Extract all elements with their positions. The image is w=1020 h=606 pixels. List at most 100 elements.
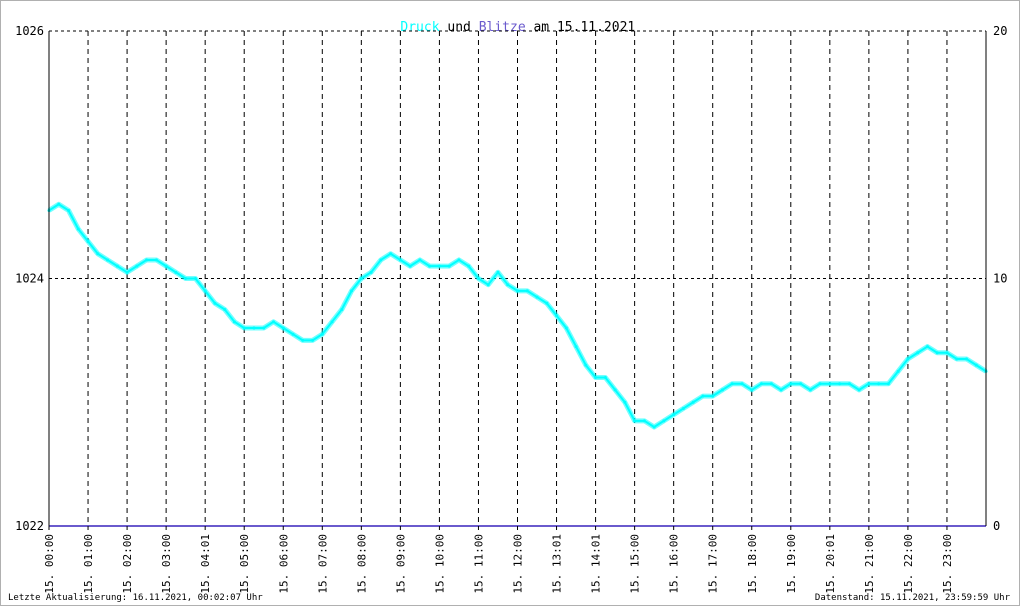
point-druck (886, 382, 890, 386)
x-tick-label: 15. 01:00 (82, 534, 95, 594)
point-druck (193, 277, 197, 280)
point-druck (769, 382, 773, 386)
point-druck (838, 382, 842, 386)
x-tick-label: 15. 11:00 (472, 534, 485, 594)
point-druck (906, 357, 910, 361)
point-druck (574, 345, 578, 349)
point-druck (164, 264, 168, 268)
point-druck (740, 382, 744, 386)
point-druck (428, 264, 432, 268)
point-druck (623, 400, 627, 404)
point-druck (896, 369, 900, 373)
x-tick-label: 15. 16:00 (668, 534, 681, 594)
y-left-tick-label: 1026 (15, 24, 44, 38)
point-druck (642, 419, 646, 423)
y-right-tick-label: 20 (993, 24, 1007, 38)
point-druck (789, 382, 793, 386)
point-druck (379, 258, 383, 262)
point-druck (447, 264, 451, 268)
point-druck (174, 270, 178, 274)
point-druck (672, 413, 676, 417)
x-tick-label: 15. 22:00 (902, 534, 915, 594)
point-druck (535, 295, 539, 299)
point-druck (594, 376, 598, 379)
x-tick-label: 15. 14:01 (590, 534, 603, 594)
point-druck (847, 382, 851, 386)
point-druck (252, 326, 256, 330)
x-tick-label: 15. 12:00 (512, 534, 525, 594)
point-druck (701, 394, 705, 398)
x-tick-label: 15. 04:01 (199, 534, 212, 594)
x-tick-label: 15. 10:00 (433, 534, 446, 594)
point-druck (359, 277, 363, 280)
point-druck (662, 419, 666, 423)
point-druck (86, 239, 90, 243)
point-druck (955, 357, 959, 361)
point-druck (57, 202, 61, 206)
point-druck (613, 388, 617, 392)
point-druck (925, 345, 929, 349)
point-druck (96, 252, 100, 256)
point-druck (750, 388, 754, 392)
point-druck (271, 320, 275, 324)
point-druck (76, 227, 80, 231)
point-druck (496, 270, 500, 274)
point-druck (584, 363, 588, 367)
x-tick-label: 15. 07:00 (316, 534, 329, 594)
point-druck (418, 258, 422, 262)
point-druck (691, 400, 695, 404)
y-right-tick-label: 10 (993, 272, 1007, 286)
x-tick-label: 15. 23:00 (941, 534, 954, 594)
x-tick-label: 15. 09:00 (394, 534, 407, 594)
y-left-tick-label: 1024 (15, 272, 44, 286)
point-druck (408, 264, 412, 268)
point-druck (242, 326, 246, 330)
point-druck (203, 289, 207, 293)
point-druck (916, 351, 920, 355)
point-druck (964, 357, 968, 361)
x-tick-label: 15. 17:00 (707, 534, 720, 594)
x-tick-label: 15. 02:00 (121, 534, 134, 594)
point-druck (760, 382, 764, 386)
x-tick-label: 15. 08:00 (355, 534, 368, 594)
point-druck (125, 270, 129, 274)
x-tick-label: 15. 21:00 (863, 534, 876, 594)
x-tick-label: 15. 00:00 (43, 534, 56, 594)
point-druck (681, 406, 685, 410)
point-druck (437, 264, 441, 268)
footer-last-update: Letzte Aktualisierung: 16.11.2021, 00:02… (8, 593, 263, 603)
point-druck (115, 264, 119, 268)
point-druck (457, 258, 461, 262)
point-druck (369, 270, 373, 274)
point-druck (545, 301, 549, 305)
x-tick-label: 15. 06:00 (277, 534, 290, 594)
x-tick-label: 15. 13:01 (551, 534, 564, 594)
point-druck (350, 289, 354, 293)
point-druck (232, 320, 236, 324)
point-druck (476, 277, 480, 280)
point-druck (262, 326, 266, 330)
point-druck (555, 314, 559, 318)
point-druck (867, 382, 871, 386)
point-druck (223, 307, 227, 311)
point-druck (320, 332, 324, 336)
point-druck (633, 419, 637, 423)
point-druck (603, 376, 607, 379)
point-druck (340, 307, 344, 311)
point-druck (184, 277, 188, 280)
point-druck (779, 388, 783, 392)
point-druck (652, 425, 656, 429)
point-druck (857, 388, 861, 392)
point-druck (799, 382, 803, 386)
point-druck (281, 326, 285, 330)
x-tick-label: 15. 19:00 (785, 534, 798, 594)
point-druck (291, 332, 295, 336)
point-druck (974, 363, 978, 367)
point-druck (135, 264, 139, 268)
point-druck (564, 326, 568, 330)
x-tick-label: 15. 15:00 (629, 534, 642, 594)
point-druck (486, 283, 490, 287)
point-druck (301, 338, 305, 342)
